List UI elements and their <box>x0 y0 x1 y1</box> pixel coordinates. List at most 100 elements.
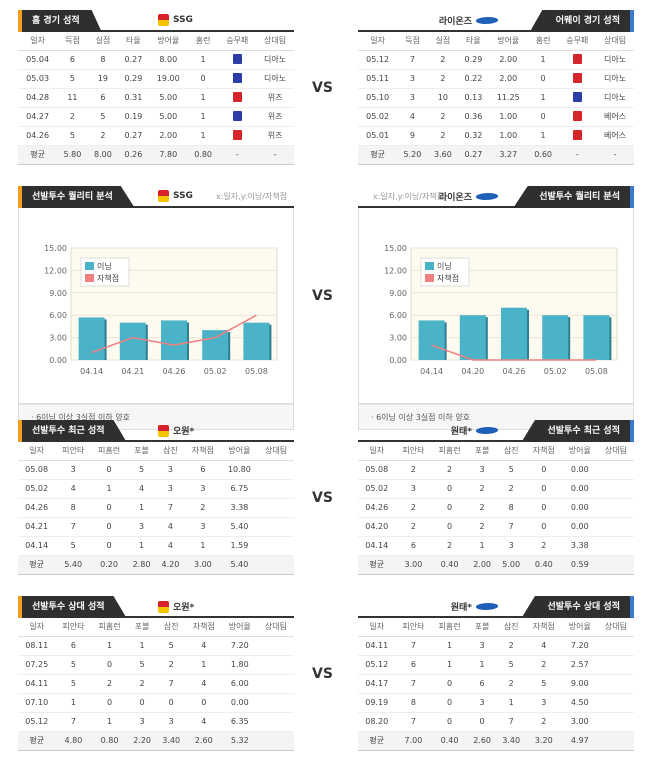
table-cell: 04.17 <box>358 674 396 694</box>
column-header: 득점 <box>57 32 88 51</box>
table-cell: 1 <box>527 50 559 70</box>
table-cell: 1 <box>527 126 559 146</box>
x-tick-label: 05.02 <box>544 367 567 376</box>
table-cell: 0.27 <box>118 126 149 146</box>
pitcher-name: 오원* <box>173 603 195 613</box>
table-cell <box>558 69 597 89</box>
column-header: 홈런 <box>187 32 219 51</box>
table-cell <box>257 693 294 713</box>
table-cell: - <box>218 145 257 165</box>
table-cell: 2.57 <box>561 655 598 675</box>
table-cell: 6 <box>467 674 497 694</box>
loss-badge-icon <box>572 110 582 121</box>
team-label: 원태* <box>451 424 500 437</box>
table-row: 05.03 5 19 0.29 19.00 0 디아노 <box>18 69 294 89</box>
panel-header: 원태* 선발투수 최근 성적 <box>358 420 634 442</box>
column-header: 삼진 <box>496 618 526 637</box>
table-header-row: 일자 피안타 피홈런 포볼 삼진 자책점 방어율 상대팀 <box>18 618 294 637</box>
panel-header: 홈 경기 성적 SSG <box>18 10 294 32</box>
table-cell: 0 <box>91 693 128 713</box>
average-row: 평균 5.40 0.20 2.80 4.20 3.00 5.40 <box>18 555 294 575</box>
table-cell: 5 <box>55 655 92 675</box>
column-header: 포볼 <box>127 618 157 637</box>
table-cell: 0.00 <box>221 693 258 713</box>
innings-bar <box>459 315 486 360</box>
table-cell: 2 <box>395 517 432 537</box>
table-cell <box>218 69 257 89</box>
axis-hint: x:일자,y:이닝/자책점 <box>372 192 444 201</box>
table-cell: 05.12 <box>358 50 398 70</box>
table-cell: 6.75 <box>220 479 259 499</box>
note-text: 6이닝 이상 3실점 이하 양호 <box>36 413 131 422</box>
table-cell: 08.20 <box>358 712 396 732</box>
table-cell: 0.22 <box>458 69 489 89</box>
loss-badge-icon <box>572 53 582 64</box>
table-cell: 3 <box>496 536 526 556</box>
table-cell <box>558 88 597 108</box>
table-cell: 05.11 <box>358 69 398 89</box>
table-cell <box>597 479 634 499</box>
table-cell: 5.40 <box>55 555 92 575</box>
table-cell: 디아노 <box>596 88 634 108</box>
x-tick-label: 05.08 <box>585 367 608 376</box>
table-cell: 3 <box>184 517 221 537</box>
table-row: 05.12 7 1 3 3 4 6.35 <box>18 712 294 732</box>
panel-header: x:일자,y:이닝/자책점 라이온즈 선발투수 퀄리티 분석 <box>358 186 634 208</box>
table-cell: 6 <box>395 536 432 556</box>
table-cell: 0 <box>156 693 186 713</box>
table-cell: 2 <box>525 655 562 675</box>
column-header: 일자 <box>358 618 396 637</box>
away-record-panel: 라이온즈 어웨이 경기 성적 일자 득점 실점 타율 방어율 홈런 승무패 상대팀 05.12 7… <box>358 10 634 165</box>
table-row: 04.26 5 2 0.27 2.00 1 위즈 <box>18 126 294 146</box>
table-cell <box>597 636 634 656</box>
legend-swatch <box>425 262 434 270</box>
table-cell: 5 <box>496 655 526 675</box>
table-cell: 0 <box>187 69 219 89</box>
table-cell: 7 <box>496 517 526 537</box>
starter-vs-panel: 원태* 선발투수 상대 성적 일자 피안타 피홈런 포볼 삼진 자책점 방어율 상대팀 04.1… <box>358 596 634 751</box>
table-row: 05.02 4 1 4 3 3 6.75 <box>18 479 294 499</box>
table-cell: 08.11 <box>18 636 56 656</box>
table-cell: 3.38 <box>220 498 259 518</box>
table-cell: 5 <box>496 460 526 480</box>
table-header-row: 일자 피안타 피홈런 포볼 삼진 자책점 방어율 상대팀 <box>18 442 294 461</box>
column-header: 승무패 <box>218 32 257 51</box>
table-cell: 0.29 <box>118 69 149 89</box>
table-header-row: 일자 피안타 피홈런 포볼 삼진 자책점 방어율 상대팀 <box>358 618 634 637</box>
table-cell: 04.14 <box>18 536 56 556</box>
panel-title: 어웨이 경기 성적 <box>529 10 634 32</box>
column-header: 방어율 <box>561 442 598 461</box>
table-cell <box>257 731 294 751</box>
ssg-logo-icon <box>158 14 169 26</box>
table-row: 04.26 8 0 1 7 2 3.38 <box>18 498 294 518</box>
table-cell: 0 <box>431 498 468 518</box>
chart-container: 15.00 12.00 9.00 6.00 3.00 0.00 04.14 04.21 04.2… <box>18 208 294 404</box>
table-cell: 5 <box>55 536 92 556</box>
table-cell: 평균 <box>358 555 396 575</box>
table-cell <box>257 674 294 694</box>
table-cell: 4 <box>185 636 222 656</box>
table-cell: 8 <box>87 50 119 70</box>
table-row: 04.26 2 0 2 8 0 0.00 <box>358 498 634 518</box>
x-tick-label: 04.14 <box>80 367 103 376</box>
table-cell: 1 <box>127 636 157 656</box>
table-cell <box>257 712 294 732</box>
table-cell: 2.20 <box>127 731 157 751</box>
table-cell: 04.21 <box>18 517 56 537</box>
table-cell: 7 <box>395 636 432 656</box>
chart-container: 15.00 12.00 9.00 6.00 3.00 0.00 04.14 04.20 04.2… <box>358 208 634 404</box>
table-cell: 디아노 <box>596 50 634 70</box>
table-cell: 3 <box>127 712 157 732</box>
table-cell <box>257 655 294 675</box>
table-cell: 11.25 <box>488 88 528 108</box>
table-cell: 7 <box>55 712 92 732</box>
table-cell: 05.01 <box>358 126 398 146</box>
table-cell: 1 <box>91 479 128 499</box>
table-cell: 8.00 <box>148 50 188 70</box>
table-header-row: 일자 피안타 피홈런 포볼 삼진 자책점 방어율 상대팀 <box>358 442 634 461</box>
table-cell: 0.00 <box>561 479 598 499</box>
quality-analysis-panel: x:일자,y:이닝/자책점 라이온즈 선발투수 퀄리티 분석 15.00 12.0… <box>358 186 634 430</box>
table-cell: 2 <box>427 50 459 70</box>
table-cell: 1.00 <box>488 126 528 146</box>
